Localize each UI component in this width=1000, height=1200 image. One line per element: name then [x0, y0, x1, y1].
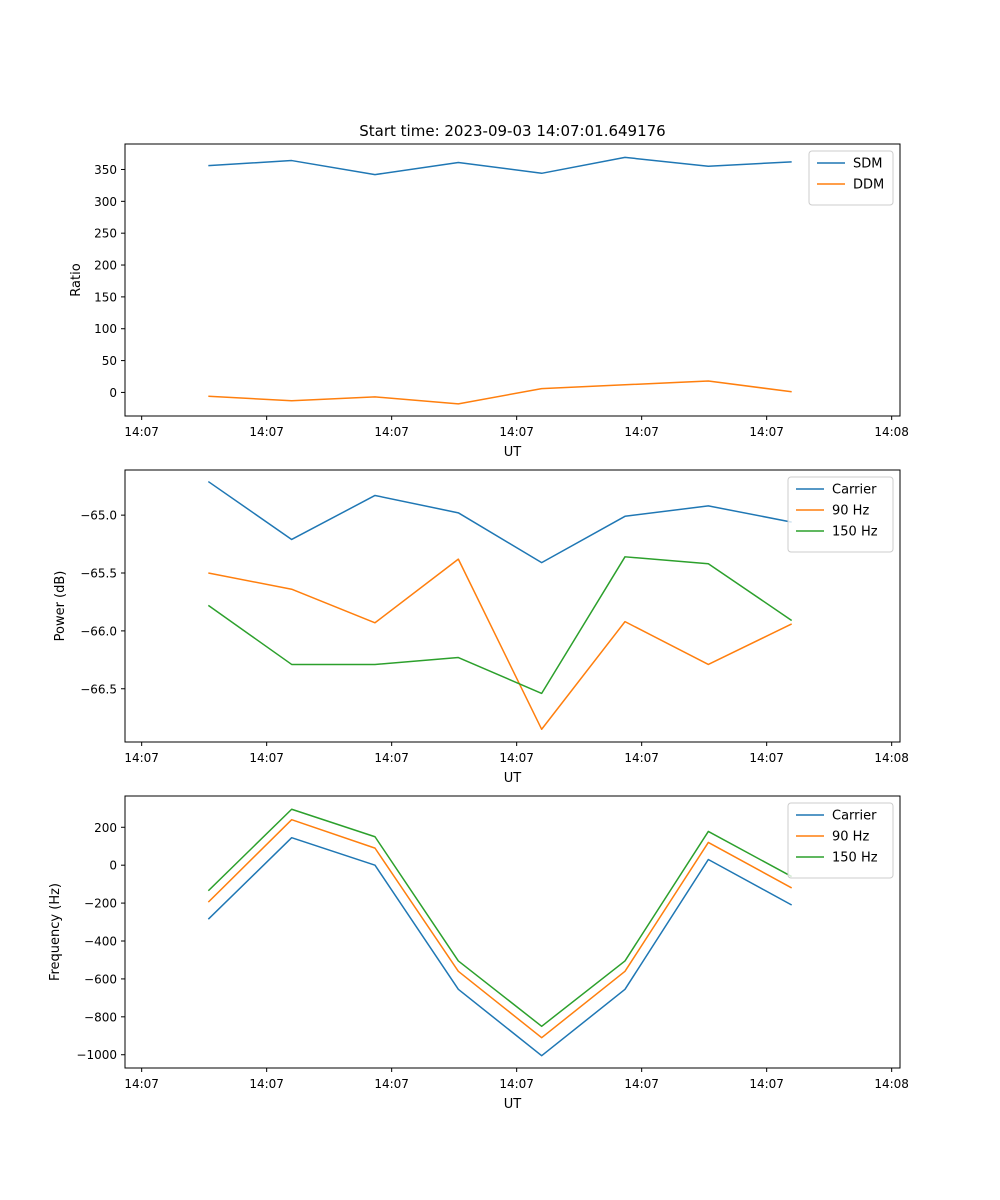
- x-tick-label: 14:07: [374, 751, 409, 765]
- y-tick-label: 250: [94, 227, 117, 241]
- y-tick-label: −200: [84, 897, 117, 911]
- y-tick-label: 100: [94, 322, 117, 336]
- legend-label: Carrier: [832, 483, 877, 498]
- series-line-90-hz: [208, 558, 792, 731]
- x-tick-label: 14:07: [624, 425, 659, 439]
- legend-label: Carrier: [832, 809, 877, 824]
- legend-label: 150 Hz: [832, 525, 878, 540]
- x-tick-label: 14:07: [499, 425, 534, 439]
- legend: SDM DDM: [808, 150, 894, 206]
- x-tick-label: 14:08: [874, 751, 909, 765]
- y-axis-label: Power (dB): [53, 571, 68, 642]
- series-line-150-hz: [207, 808, 793, 1028]
- legend-label: 150 Hz: [832, 851, 878, 866]
- y-tick-label: −600: [84, 972, 117, 986]
- x-tick-label: 14:07: [499, 751, 534, 765]
- legend-label: DDM: [853, 178, 884, 193]
- x-axis-label: UT: [504, 771, 522, 786]
- x-tick-label: 14:08: [874, 1077, 909, 1091]
- x-tick-label: 14:07: [624, 751, 659, 765]
- x-tick-label: 14:07: [124, 1077, 159, 1091]
- x-tick-label: 14:07: [124, 425, 159, 439]
- x-tick-label: 14:07: [749, 751, 784, 765]
- legend-box: [808, 150, 894, 206]
- subplot-2: 14:07 14:07 14:07 14:07 14:07 14:07 14:08 −66.5…: [53, 469, 909, 786]
- figure-title: Start time: 2023-09-03 14:07:01.649176: [359, 122, 665, 140]
- legend-label: SDM: [853, 157, 882, 172]
- y-tick-label: −66.0: [80, 624, 117, 638]
- x-tick-label: 14:07: [249, 751, 284, 765]
- series-line-150-hz: [207, 556, 793, 695]
- x-tick-label: 14:07: [499, 1077, 534, 1091]
- y-tick-label: 200: [94, 821, 117, 835]
- series-line-carrier: [207, 836, 793, 1057]
- axes-frame: [124, 143, 901, 417]
- legend: Carrier 90 Hz 150 Hz: [787, 476, 894, 553]
- legend-box: [787, 476, 894, 553]
- y-tick-label: −1000: [76, 1048, 117, 1062]
- y-tick-label: −65.5: [80, 567, 117, 581]
- y-tick-label: −65.0: [80, 509, 117, 523]
- legend-label: 90 Hz: [832, 504, 869, 519]
- x-axis-label: UT: [504, 1097, 522, 1112]
- x-tick-label: 14:07: [374, 1077, 409, 1091]
- axes-frame: [124, 469, 901, 743]
- y-axis-label: Frequency (Hz): [48, 883, 63, 981]
- y-tick-label: −800: [84, 1010, 117, 1024]
- y-tick-label: −66.5: [80, 682, 117, 696]
- subplot-3: 14:07 14:07 14:07 14:07 14:07 14:07 14:08 −1000…: [48, 795, 909, 1112]
- x-axis-label: UT: [504, 445, 522, 460]
- y-axis-label: Ratio: [69, 263, 84, 296]
- x-tick-label: 14:07: [374, 425, 409, 439]
- x-tick-label: 14:08: [874, 425, 909, 439]
- x-tick-label: 14:07: [249, 1077, 284, 1091]
- x-tick-label: 14:07: [749, 425, 784, 439]
- axes-frame: [124, 795, 901, 1069]
- y-tick-label: 50: [102, 354, 117, 368]
- y-tick-label: 0: [109, 859, 117, 873]
- x-tick-label: 14:07: [249, 425, 284, 439]
- subplot-1: 14:07 14:07 14:07 14:07 14:07 14:07 14:08 0 50 10…: [69, 143, 909, 460]
- y-tick-label: 350: [94, 163, 117, 177]
- legend-label: 90 Hz: [832, 830, 869, 845]
- series-line-carrier: [207, 480, 792, 564]
- series-line-sdm: [208, 156, 792, 176]
- y-tick-label: 300: [94, 195, 117, 209]
- y-tick-label: 0: [109, 386, 117, 400]
- y-tick-label: 200: [94, 259, 117, 273]
- x-tick-label: 14:07: [624, 1077, 659, 1091]
- legend-box: [787, 802, 894, 879]
- x-tick-label: 14:07: [749, 1077, 784, 1091]
- series-line-ddm: [208, 380, 792, 405]
- y-tick-label: 150: [94, 290, 117, 304]
- x-tick-label: 14:07: [124, 751, 159, 765]
- y-tick-label: −400: [84, 935, 117, 949]
- series-line-90-hz: [207, 818, 793, 1039]
- legend: Carrier 90 Hz 150 Hz: [787, 802, 894, 879]
